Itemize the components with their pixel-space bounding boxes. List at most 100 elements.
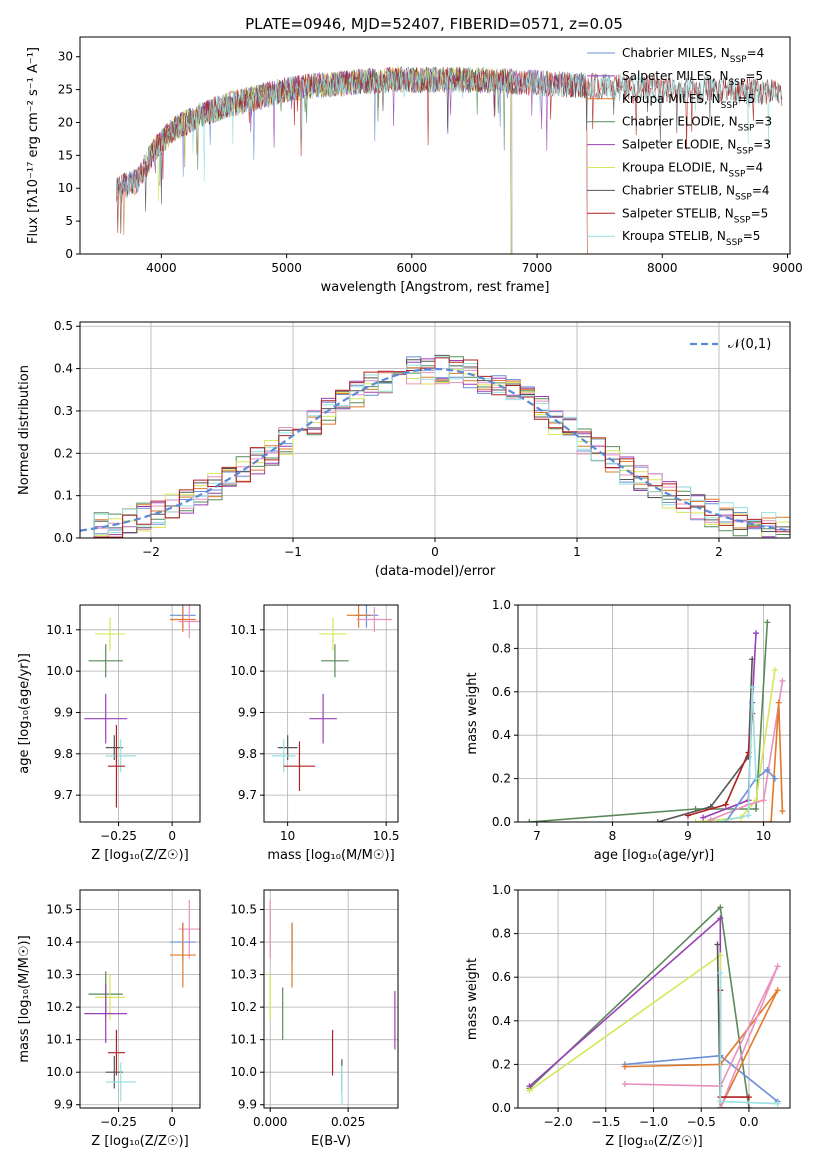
plot-area [269,899,396,1105]
x-tick-label: 7 [533,829,541,843]
spectrum-line [148,66,512,254]
y-tick-label: 30 [58,50,73,64]
mass-weight-marker [753,775,759,782]
mass-weight-marker [779,677,786,684]
y-axis-label: age [log₁₀(age/yr)] [17,653,32,774]
mass-weight-marker [717,915,724,922]
mass-weight-marker [771,775,778,782]
y-tick-label: 10.1 [230,623,257,637]
x-tick-label: −1.5 [591,1115,620,1129]
x-tick-label: 7000 [522,261,553,275]
mass-weight-line [718,702,784,822]
y-tick-label: 10.1 [46,1033,73,1047]
plot-area [526,619,786,822]
mass-weight-marker [621,1063,628,1070]
y-tick-label: 0.6 [492,685,511,699]
grid [264,605,398,822]
x-tick-label: 4000 [146,261,177,275]
mass-weight-marker [717,969,724,976]
y-tick-label: 9.8 [238,747,257,761]
x-axis-label: Z [log₁₀(Z/Z☉)] [605,1134,702,1149]
y-tick-label: 0.2 [492,1057,511,1071]
x-tick-label: 0.000 [253,1115,287,1129]
y-tick-label: 0.4 [492,728,511,742]
y-tick-label: 10.0 [46,664,73,678]
x-tick-label: 6000 [397,261,428,275]
grid [264,890,398,1108]
y-tick-label: 0.2 [492,772,511,786]
y-tick-label: 0.2 [54,446,73,460]
y-tick-label: 10.2 [46,1000,73,1014]
figure-title: PLATE=0946, MJD=52407, FIBERID=0571, z=0… [245,15,623,33]
x-tick-label: 0 [168,829,176,843]
y-tick-label: 25 [58,83,73,97]
mass-weight-marker [764,766,771,773]
y-tick-label: 10.1 [46,623,73,637]
x-tick-label: 9 [684,829,692,843]
x-tick-label: −2.0 [544,1115,573,1129]
y-tick-label: 10.0 [230,664,257,678]
x-tick-label: 9000 [772,261,803,275]
y-tick-label: 10.4 [46,935,73,949]
mass-weight-marker [745,1094,752,1101]
mass-weight-marker [715,819,722,822]
y-tick-label: 0.0 [54,531,73,545]
y-tick-label: 5 [65,214,73,228]
mass-weight-line [718,687,757,822]
x-tick-label: 0.025 [331,1115,365,1129]
y-tick-label: 9.9 [54,705,73,719]
y-tick-label: 0.4 [492,1014,511,1028]
legend-label: Chabrier STELIB, NSSP=4 [622,183,770,202]
mass-weight-marker [771,667,778,674]
mass-weight-line [725,768,776,822]
y-tick-label: 10.0 [46,1065,73,1079]
mass-weight-marker [717,904,724,911]
spectrum-line [148,66,513,254]
y-tick-label: 10.3 [46,968,73,982]
x-tick-label: −1.0 [639,1115,668,1129]
axes-frame [517,889,791,1109]
mass-weight-marker [685,812,691,819]
y-tick-label: 9.7 [54,788,73,802]
mass-weight-marker [753,805,759,812]
mass-weight-line [710,680,784,821]
plot-area [526,904,781,1108]
normal-curve [80,367,790,532]
y-axis-label: mass weight [465,672,480,754]
y-tick-label: 10.5 [230,903,257,917]
y-tick-label: 0.0 [492,1101,511,1115]
y-tick-label: 0.0 [492,815,511,829]
mass-weight-line [687,713,753,817]
mass-weight-marker [774,1100,781,1107]
x-tick-label: −2 [142,545,160,559]
chart-spectrum: 4000 5000 6000 7000 8000 9000 0 5 10 15 20 25 30 wave… [26,36,803,295]
y-tick-label: 9.8 [54,747,73,761]
chart-residuals: −2 −1 0 1 2 0.0 0.1 0.2 0.3 0.4 0.5 (data-model)/er… [17,319,791,579]
x-axis-label: wavelength [Angstrom, rest frame] [321,280,550,295]
y-tick-label: 10.1 [230,1033,257,1047]
x-tick-label: 8000 [647,261,678,275]
axes-frame [263,604,399,823]
mass-weight-line [624,965,779,1108]
grid [80,605,200,822]
x-tick-label: −1 [284,545,302,559]
legend-label: Kroupa STELIB, NSSP=5 [622,229,760,248]
y-tick-label: 0.6 [492,970,511,984]
legend-label: Chabrier MILES, NSSP=4 [622,46,764,65]
x-axis-label: (data-model)/error [375,564,496,579]
spectrum-line [116,66,783,202]
grid [518,889,790,1109]
plot-area [116,66,783,254]
x-tick-label: −0.5 [687,1115,716,1129]
mass-weight-marker [760,797,767,804]
x-tick-label: 0 [168,1115,176,1129]
y-tick-label: 9.7 [238,788,257,802]
axes-frame [517,604,791,823]
x-axis-label: mass [log₁₀(M/M☉)] [267,848,394,863]
x-tick-label: −0.25 [100,829,137,843]
y-tick-label: 0.1 [54,489,73,503]
y-tick-label: 10.3 [230,968,257,982]
x-tick-label: 5000 [271,261,302,275]
x-axis-label: Z [log₁₀(Z/Z☉)] [91,848,188,863]
